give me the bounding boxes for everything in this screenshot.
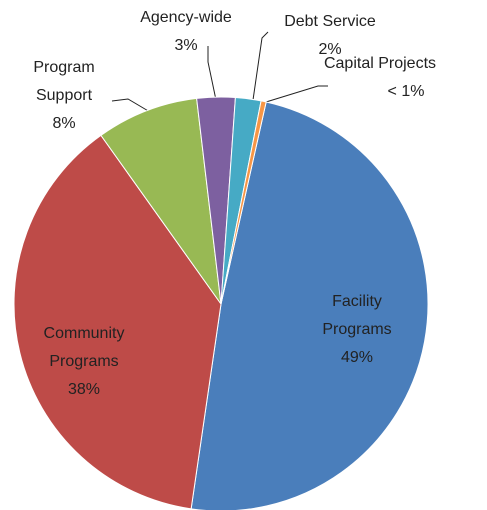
slice-label: Debt Service	[284, 13, 376, 30]
slice-value-label: < 1%	[388, 83, 425, 100]
pie-slice	[220, 100, 267, 305]
slice-label: Capital Projects	[324, 55, 436, 72]
slice-label: Community Programs	[44, 325, 125, 370]
slice-label: Facility Programs	[322, 293, 391, 338]
leader-line	[111, 98, 151, 113]
slice-value-label: 3%	[174, 37, 197, 54]
slice-value-label: 49%	[341, 349, 373, 366]
leader-line	[265, 85, 328, 103]
slice-value-label: 2%	[318, 41, 341, 58]
pie-slice	[13, 134, 222, 510]
slice-value-label: 38%	[68, 381, 100, 398]
pie-slice	[190, 101, 429, 510]
leader-line	[207, 46, 217, 101]
slice-value-label: 8%	[52, 115, 75, 132]
pie-slice	[100, 97, 222, 305]
slice-label: Agency-wide	[140, 9, 232, 26]
slice-label: Program Support	[33, 59, 94, 104]
leader-line	[252, 31, 269, 101]
